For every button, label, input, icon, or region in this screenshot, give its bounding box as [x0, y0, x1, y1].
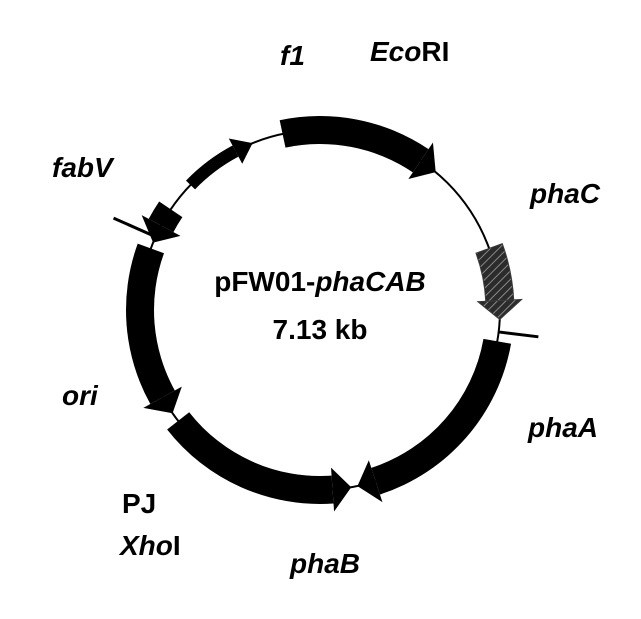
plasmid-size: 7.13 kb: [170, 314, 470, 346]
segment-PJ: [142, 202, 183, 243]
label-PJ: PJ: [122, 488, 156, 520]
label-f1: f1: [280, 40, 305, 72]
label-XhoI: XhoI: [120, 530, 181, 562]
segment-f1: [476, 244, 522, 320]
label-phaC: phaC: [530, 178, 600, 210]
segment-ori: [186, 138, 253, 189]
plasmid-name: pFW01-phaCAB: [170, 266, 470, 298]
label-EcoRI: EcoRI: [370, 36, 449, 68]
segment-fabV: [280, 116, 436, 179]
plasmid-map: [0, 0, 641, 619]
segment-phaC: [357, 339, 511, 502]
restriction-tick-EcoRI: [499, 332, 539, 337]
label-fabV: fabV: [52, 152, 113, 184]
label-ori: ori: [62, 380, 98, 412]
segment-phaA: [167, 412, 351, 511]
label-phaA: phaA: [528, 412, 598, 444]
label-phaB: phaB: [290, 548, 360, 580]
